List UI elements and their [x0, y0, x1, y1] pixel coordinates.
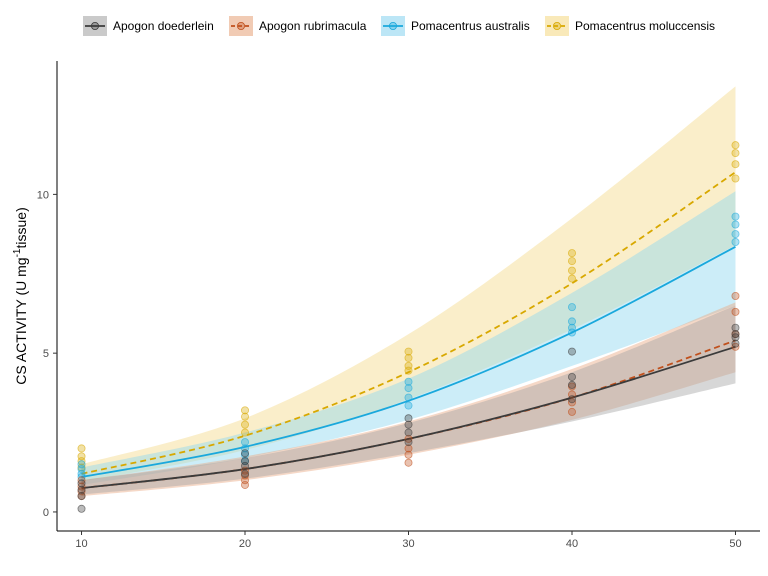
x-tick-label: 40 — [566, 538, 578, 550]
pomacentrus-australis-point — [241, 438, 250, 447]
pomacentrus-moluccensis-point — [731, 160, 740, 169]
pomacentrus-moluccensis-fit-line — [81, 171, 736, 475]
legend-key-point — [91, 21, 100, 30]
legend-key-point — [236, 21, 245, 30]
apogon-rubrimacula-point — [404, 444, 413, 453]
apogon-doederlein-point — [731, 333, 740, 342]
legend-item-apogon-doederlein: Apogon doederlein — [83, 16, 214, 36]
y-axis-title-prefix: CS ACTIVITY (U mg — [13, 257, 29, 384]
pomacentrus-australis-point — [77, 460, 86, 469]
pomacentrus-australis-point — [731, 212, 740, 221]
pomacentrus-australis-point — [404, 384, 413, 393]
legend-item-apogon-rubrimacula: Apogon rubrimacula — [229, 16, 367, 36]
pomacentrus-moluccensis-point — [731, 149, 740, 158]
legend: Apogon doederlein Apogon rubrimacula Pomac… — [83, 16, 715, 36]
pomacentrus-moluccensis-confidence-band — [81, 86, 736, 482]
apogon-doederlein-point — [404, 414, 413, 423]
apogon-doederlein-confidence-band — [81, 305, 736, 495]
apogon-doederlein-point — [241, 457, 250, 466]
apogon-doederlein-point — [567, 347, 576, 356]
y-axis-title: CS ACTIVITY (U mg-1tissue) — [12, 207, 29, 384]
pomacentrus-moluccensis-point — [404, 347, 413, 356]
apogon-rubrimacula-point — [404, 434, 413, 443]
legend-item-pomacentrus-moluccensis: Pomacentrus moluccensis — [545, 16, 715, 36]
x-tick-label: 30 — [402, 538, 414, 550]
pomacentrus-moluccensis-point — [731, 174, 740, 183]
pomacentrus-australis-confidence-band — [81, 191, 736, 485]
apogon-doederlein-point — [731, 339, 740, 348]
apogon-rubrimacula-point — [404, 458, 413, 467]
pomacentrus-australis-point — [567, 323, 576, 332]
pomacentrus-australis-point — [731, 230, 740, 239]
x-tick-label: 50 — [729, 538, 741, 550]
apogon-doederlein-point — [567, 395, 576, 404]
pomacentrus-moluccensis-point — [567, 274, 576, 283]
axis-ticks: 10 20 30 40 50 0 5 10 — [37, 189, 742, 550]
apogon-doederlein-point — [404, 420, 413, 429]
pomacentrus-moluccensis-point — [77, 452, 86, 461]
apogon-rubrimacula-point — [567, 398, 576, 407]
pomacentrus-moluccensis-point — [404, 361, 413, 370]
confidence-bands — [81, 86, 736, 497]
apogon-doederlein-point — [77, 479, 86, 488]
apogon-doederlein-point — [77, 492, 86, 501]
apogon-rubrimacula-point — [404, 450, 413, 459]
apogon-doederlein-point — [77, 485, 86, 494]
y-tick-label: 0 — [43, 507, 49, 519]
apogon-doederlein-point — [241, 449, 250, 458]
pomacentrus-moluccensis-point — [731, 141, 740, 150]
y-tick-label: 5 — [43, 348, 49, 360]
data-points — [77, 141, 740, 513]
pomacentrus-australis-point — [404, 393, 413, 402]
x-tick-label: 10 — [75, 538, 87, 550]
apogon-doederlein-point — [404, 438, 413, 447]
apogon-rubrimacula-point — [77, 482, 86, 491]
apogon-doederlein-point — [567, 372, 576, 381]
apogon-doederlein-point — [77, 504, 86, 513]
pomacentrus-moluccensis-point — [567, 257, 576, 266]
x-tick-label: 20 — [239, 538, 251, 550]
fit-lines — [81, 171, 736, 490]
pomacentrus-moluccensis-point — [567, 249, 576, 258]
apogon-doederlein-point — [731, 330, 740, 339]
pomacentrus-australis-point — [77, 473, 86, 482]
pomacentrus-australis-point — [567, 317, 576, 326]
pomacentrus-australis-point — [567, 303, 576, 312]
pomacentrus-australis-fit-line — [81, 245, 736, 478]
legend-label: Apogon doederlein — [113, 19, 214, 33]
apogon-doederlein-point — [404, 428, 413, 437]
legend-label: Apogon rubrimacula — [259, 19, 367, 33]
apogon-doederlein-point — [241, 469, 250, 478]
pomacentrus-australis-point — [404, 401, 413, 410]
y-axis-title-suffix: tissue) — [13, 207, 29, 248]
apogon-rubrimacula-confidence-band — [81, 302, 736, 497]
pomacentrus-moluccensis-point — [241, 420, 250, 429]
legend-key-point — [553, 21, 562, 30]
pomacentrus-moluccensis-point — [241, 428, 250, 437]
apogon-doederlein-point — [731, 323, 740, 332]
apogon-rubrimacula-point — [731, 307, 740, 316]
pomacentrus-moluccensis-point — [241, 406, 250, 415]
pomacentrus-moluccensis-point — [77, 444, 86, 453]
apogon-rubrimacula-point — [77, 476, 86, 485]
y-tick-label: 10 — [37, 189, 49, 201]
legend-label: Pomacentrus australis — [411, 19, 530, 33]
pomacentrus-australis-point — [731, 238, 740, 247]
legend-key-point — [388, 21, 397, 30]
legend-label: Pomacentrus moluccensis — [575, 19, 715, 33]
y-axis-title-superscript: -1 — [12, 248, 23, 257]
pomacentrus-moluccensis-point — [567, 266, 576, 275]
apogon-rubrimacula-point — [567, 407, 576, 416]
pomacentrus-moluccensis-point — [241, 412, 250, 421]
pomacentrus-moluccensis-point — [404, 353, 413, 362]
apogon-rubrimacula-point — [731, 291, 740, 300]
legend-item-pomacentrus-australis: Pomacentrus australis — [381, 16, 530, 36]
apogon-rubrimacula-point — [731, 342, 740, 351]
pomacentrus-australis-point — [731, 220, 740, 229]
pomacentrus-australis-point — [404, 377, 413, 386]
apogon-doederlein-point — [567, 380, 576, 389]
apogon-doederlein-fit-line — [81, 345, 736, 490]
